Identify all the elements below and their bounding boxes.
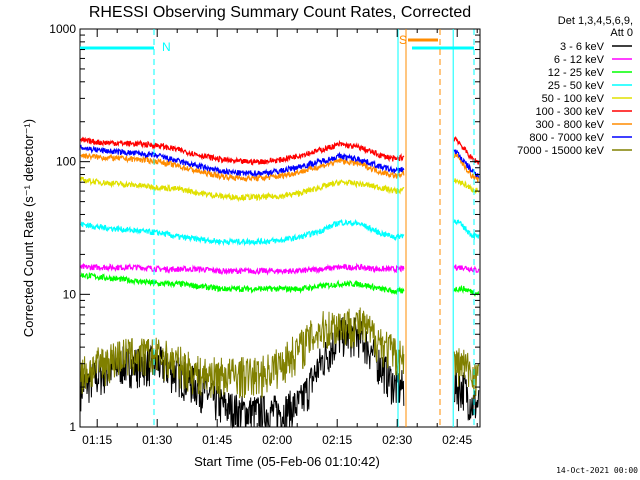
series-line bbox=[80, 218, 405, 247]
series-line bbox=[453, 348, 480, 400]
series-line bbox=[80, 152, 405, 183]
legend-entry-label: 6 - 12 keV bbox=[554, 54, 605, 66]
y-tick-label: 1 bbox=[69, 420, 76, 434]
series-line bbox=[80, 136, 405, 166]
legend-entry-label: 7000 - 15000 keV bbox=[517, 145, 605, 157]
legend-entry-label: 3 - 6 keV bbox=[560, 41, 605, 53]
chart-title: RHESSI Observing Summary Count Rates, Co… bbox=[89, 4, 471, 21]
y-tick-label: 1000 bbox=[49, 22, 76, 36]
x-tick-label: 01:30 bbox=[142, 433, 172, 447]
x-axis-label: Start Time (05-Feb-06 01:10:42) bbox=[194, 454, 380, 469]
legend-entry-label: 25 - 50 keV bbox=[548, 80, 605, 92]
legend-header: Att 0 bbox=[610, 27, 633, 39]
series-line bbox=[453, 284, 480, 297]
footer-timestamp: 14-Oct-2021 00:00 bbox=[556, 466, 638, 475]
legend-entry-label: 50 - 100 keV bbox=[542, 93, 605, 105]
series-line bbox=[453, 135, 480, 165]
series-line bbox=[453, 178, 480, 195]
x-tick-label: 02:45 bbox=[442, 433, 472, 447]
plot-area bbox=[79, 28, 481, 428]
plot-frame bbox=[79, 28, 481, 428]
series-line bbox=[453, 369, 480, 421]
legend-entry-label: 300 - 800 keV bbox=[536, 119, 605, 131]
series-layer bbox=[80, 135, 480, 429]
y-axis: 1 10 100 1000 bbox=[49, 22, 480, 434]
legend-entry-label: 12 - 25 keV bbox=[548, 67, 605, 79]
series-line bbox=[453, 264, 480, 273]
legend-entry-label: 800 - 7000 keV bbox=[529, 132, 604, 144]
series-line bbox=[453, 149, 480, 178]
x-tick-label: 02:15 bbox=[322, 433, 352, 447]
x-tick-label: 01:15 bbox=[82, 433, 112, 447]
x-tick-label: 02:30 bbox=[382, 433, 412, 447]
x-axis: 01:15 01:30 01:45 02:00 02:15 02:30 02:45 bbox=[82, 29, 478, 447]
y-tick-label: 100 bbox=[56, 155, 76, 169]
x-tick-label: 01:45 bbox=[202, 433, 232, 447]
y-axis-label: Corrected Count Rate (s⁻¹ detector⁻¹) bbox=[21, 119, 36, 337]
series-line bbox=[80, 144, 405, 178]
series-line bbox=[80, 176, 405, 203]
legend-entry-label: 100 - 300 keV bbox=[536, 106, 605, 118]
series-line bbox=[80, 307, 405, 399]
series-line bbox=[453, 152, 480, 183]
x-tick-label: 02:00 bbox=[262, 433, 292, 447]
series-line bbox=[453, 219, 480, 240]
saa-label: S bbox=[399, 33, 407, 47]
legend-header: Det 1,3,4,5,6,9, bbox=[558, 15, 633, 27]
night-label: N bbox=[162, 40, 171, 54]
series-line bbox=[80, 262, 405, 276]
series-line bbox=[80, 271, 405, 295]
y-tick-label: 10 bbox=[63, 287, 77, 301]
